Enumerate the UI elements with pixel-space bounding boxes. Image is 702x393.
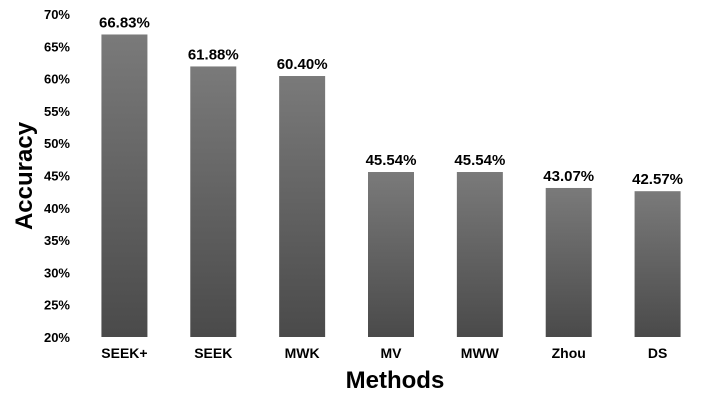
data-label: 45.54% [366, 152, 417, 169]
x-tick-label: MWK [285, 345, 320, 361]
data-label: 60.40% [277, 56, 328, 73]
bars-group [101, 34, 681, 338]
x-tick-label: MWW [461, 345, 500, 361]
bar [456, 172, 503, 337]
y-axis: 20% 25% 30% 35% 40% 45% 50% 55% 60% 65% 70% [44, 7, 70, 345]
y-tick-label: 50% [44, 136, 70, 151]
y-tick-label: 70% [44, 7, 70, 22]
y-tick-label: 45% [44, 169, 70, 184]
x-axis: SEEK+ SEEK MWK MV MWW Zhou DS [101, 345, 667, 361]
y-tick-label: 30% [44, 265, 70, 280]
data-label: 45.54% [454, 152, 505, 169]
bar [545, 187, 592, 337]
bar [279, 76, 326, 338]
y-tick-label: 65% [44, 39, 70, 54]
data-label: 43.07% [543, 168, 594, 185]
y-tick-label: 40% [44, 201, 70, 216]
x-tick-label: SEEK+ [101, 345, 147, 361]
y-tick-label: 35% [44, 233, 70, 248]
data-label: 61.88% [188, 46, 239, 63]
data-labels-group: 66.83% 61.88% 60.40% 45.54% 45.54% 43.07% 42.5… [99, 14, 683, 188]
x-tick-label: Zhou [552, 345, 586, 361]
bar [634, 191, 681, 337]
x-tick-label: MV [381, 345, 403, 361]
x-tick-label: SEEK [194, 345, 232, 361]
y-tick-label: 60% [44, 72, 70, 87]
bar [368, 172, 414, 337]
data-label: 42.57% [632, 171, 683, 188]
x-tick-label: DS [648, 345, 667, 361]
bar [101, 34, 148, 337]
y-tick-label: 20% [44, 330, 70, 345]
y-axis-title: Accuracy [11, 121, 38, 230]
data-label: 66.83% [99, 14, 150, 31]
bar [190, 66, 237, 337]
y-tick-label: 55% [44, 104, 70, 119]
y-tick-label: 25% [44, 298, 70, 313]
x-axis-title: Methods [346, 367, 445, 393]
